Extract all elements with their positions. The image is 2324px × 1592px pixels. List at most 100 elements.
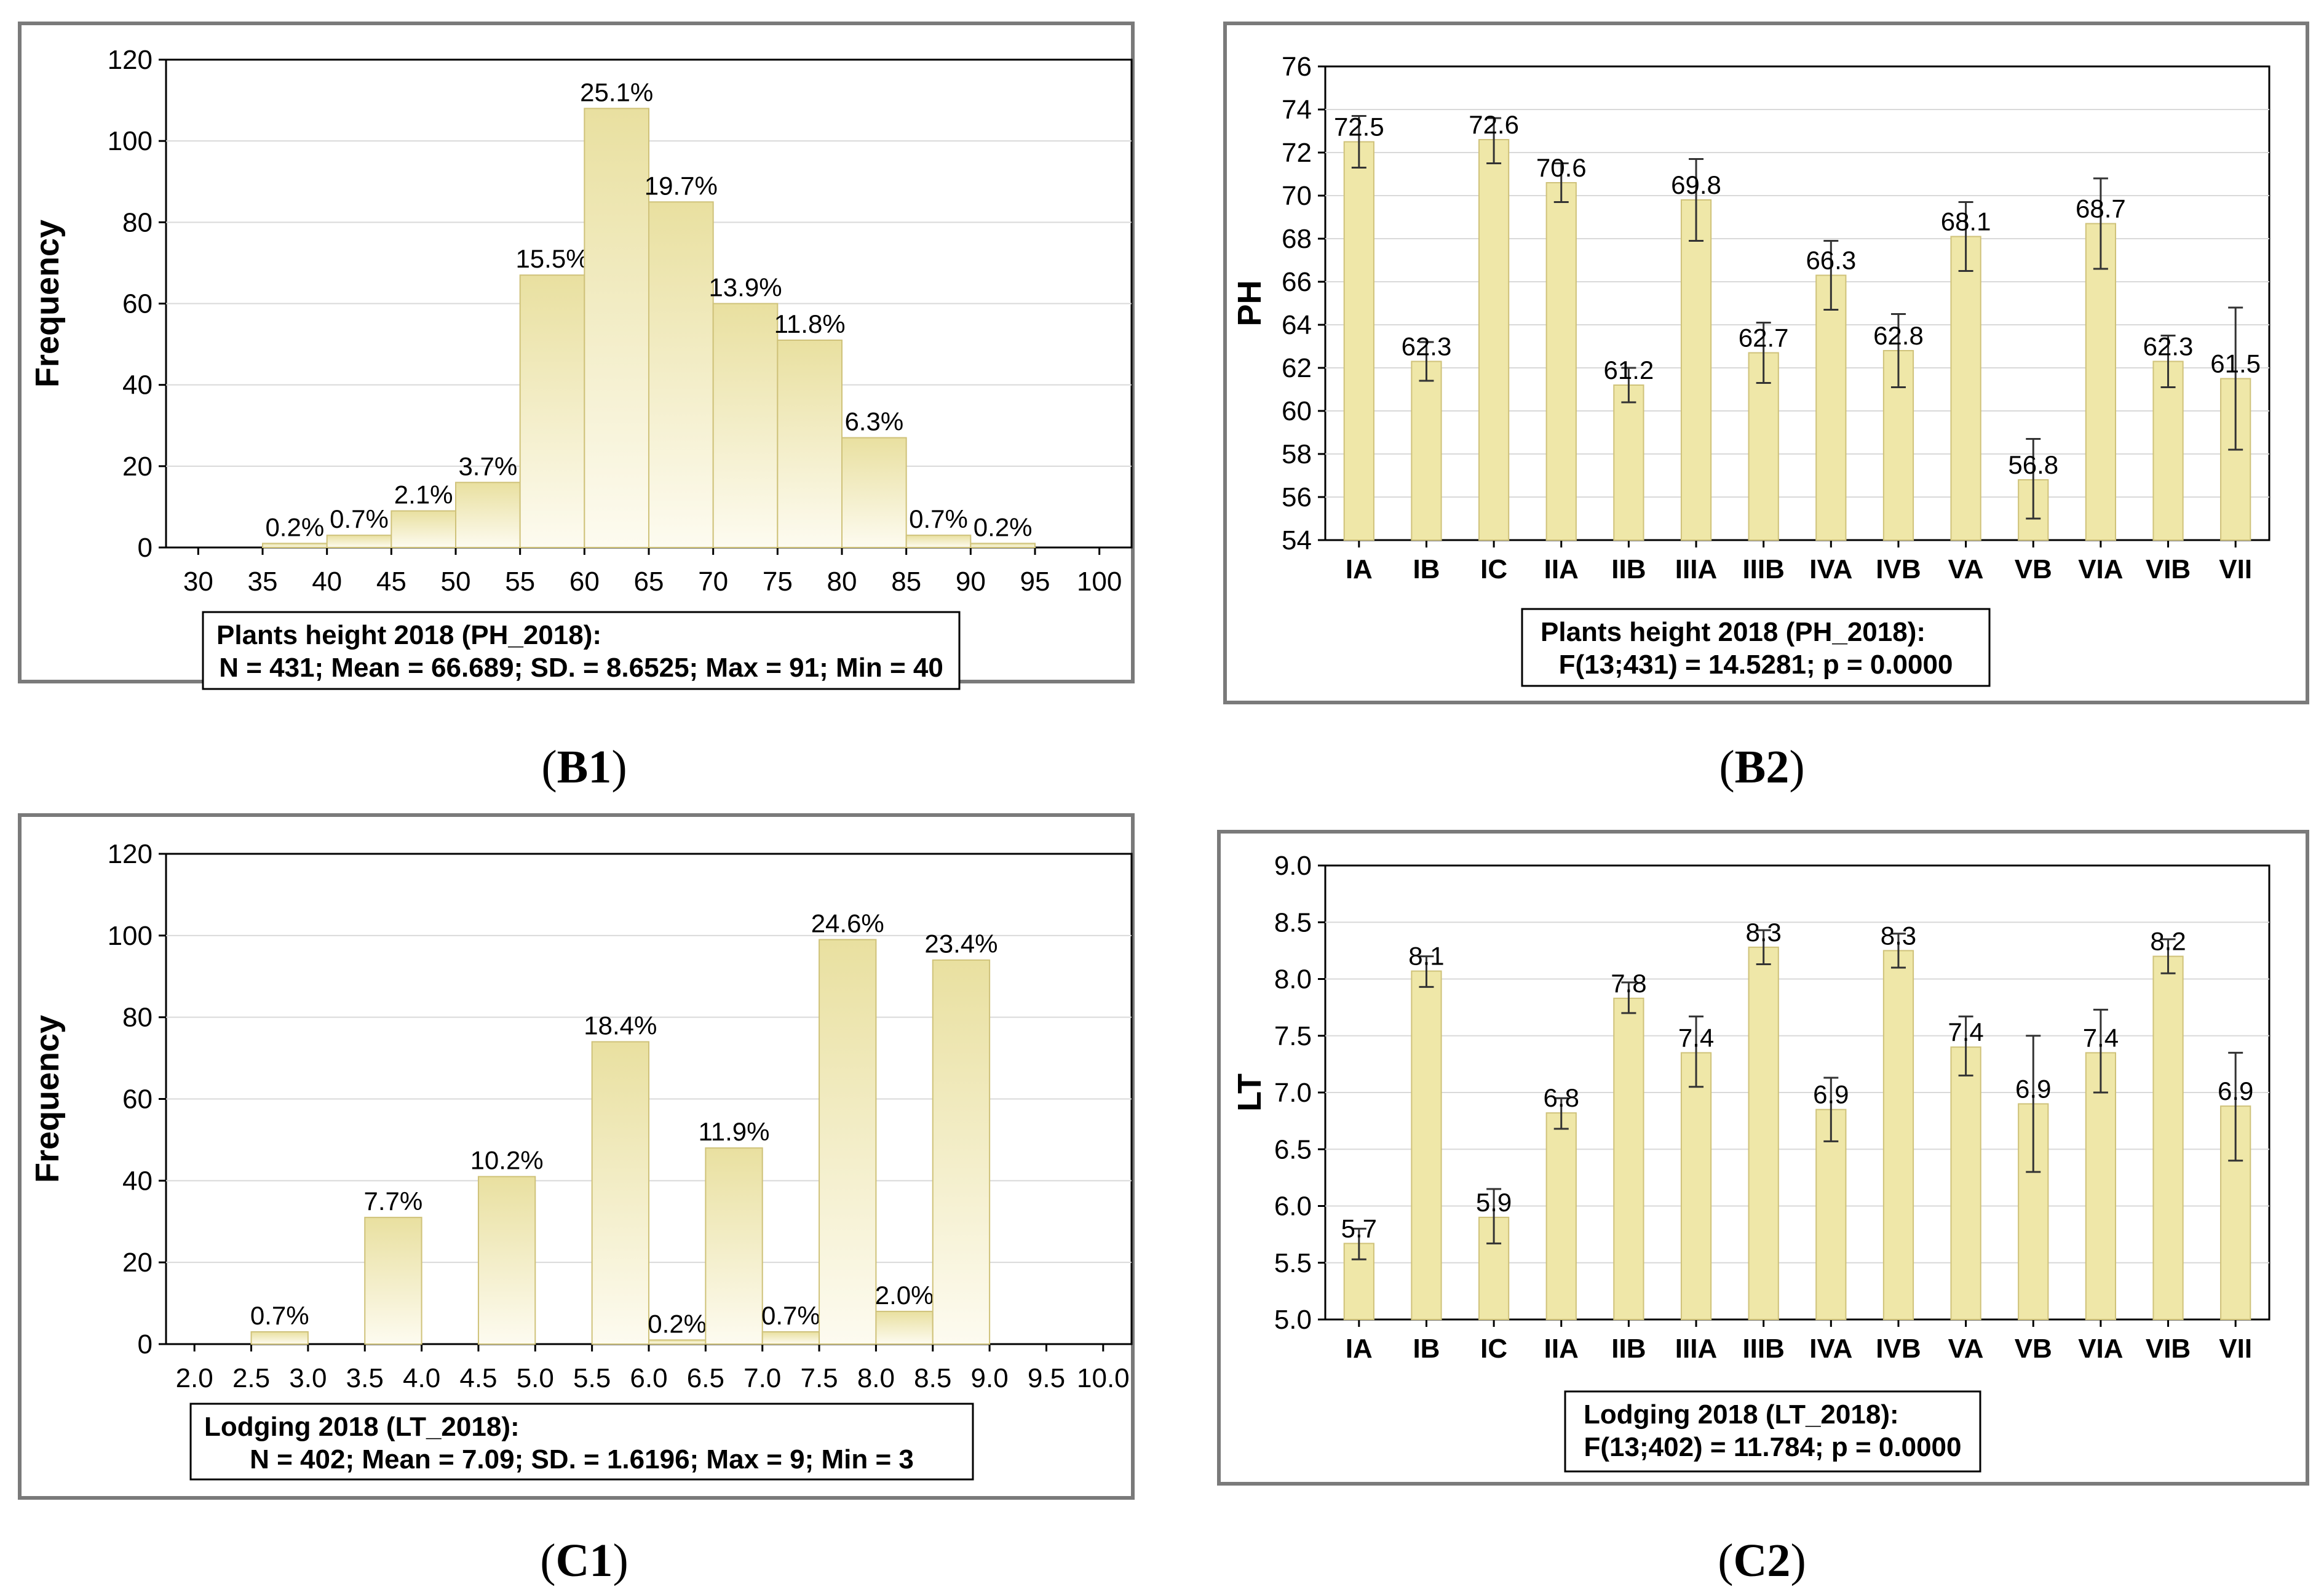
mean-bar: [1950, 236, 1981, 541]
y-tick-label: 5.0: [1274, 1305, 1312, 1335]
legend-stats: N = 431; Mean = 66.689; SD. = 8.6525; Ma…: [219, 653, 943, 683]
chart-panel-b1: 0 20 40 60 80 100 120 Frequency 30 35 40 45 50 55 60 65…: [18, 22, 1135, 690]
x-tick-label: 40: [312, 567, 342, 597]
chart-panel-c1: 0 20 40 60 80 100 120 Frequency 2.0 2.5 3.0 3.5 4.0 4…: [18, 813, 1135, 1500]
bar-value-label: 6.9: [2218, 1077, 2253, 1105]
mean-bar: [1748, 946, 1779, 1320]
bar-percent-label: 7.7%: [364, 1187, 423, 1216]
y-tick-label: 80: [122, 207, 153, 237]
bar-value-label: 66.3: [1806, 246, 1856, 275]
y-tick-label: 60: [1282, 396, 1312, 426]
bar-percent-label: 11.8%: [774, 309, 846, 338]
x-tick-label: 55: [505, 567, 535, 597]
x-tick-label: 30: [183, 567, 213, 597]
panel-label-b2: (B2): [1719, 741, 1804, 793]
mean-bar: [1680, 199, 1712, 541]
x-tick-label: 6.5: [687, 1363, 724, 1393]
y-tick-label: 74: [1282, 95, 1312, 125]
x-tick-label: 9.0: [971, 1363, 1009, 1393]
y-tick-label: 120: [108, 839, 153, 869]
y-tick-label: 7.5: [1274, 1021, 1312, 1051]
panel-label-c2: (C2): [1718, 1535, 1806, 1586]
y-axis-label: Frequency: [29, 1015, 66, 1183]
bar-percent-label: 18.4%: [584, 1011, 657, 1040]
legend-title: Lodging 2018 (LT_2018):: [204, 1412, 520, 1442]
bar-value-label: 8.3: [1745, 918, 1781, 947]
x-tick-label: 90: [956, 567, 986, 597]
histogram-bar: [705, 1147, 763, 1345]
y-tick-label: 56: [1282, 482, 1312, 512]
bar-value-label: 61.5: [2210, 349, 2261, 378]
histogram-bar: [455, 482, 521, 548]
x-tick-label: 3.0: [289, 1363, 327, 1393]
mean-bar: [1613, 997, 1644, 1320]
bar-percent-label: 10.2%: [470, 1146, 544, 1175]
category-label: IVB: [1876, 1334, 1921, 1364]
histogram-bar: [648, 1339, 707, 1345]
category-label: VB: [2015, 1334, 2052, 1364]
x-tick-label: 8.0: [857, 1363, 895, 1393]
mean-bar: [1545, 1112, 1577, 1320]
y-tick-label: 20: [122, 452, 153, 482]
x-tick-label: 80: [827, 567, 857, 597]
y-tick-label: 0: [138, 533, 153, 563]
y-tick-label: 120: [108, 45, 153, 75]
y-axis-label: LT: [1231, 1073, 1268, 1112]
histogram-bar: [777, 339, 843, 548]
legend-title: Plants height 2018 (PH_2018):: [1541, 617, 1925, 647]
y-tick-label: 8.5: [1274, 907, 1312, 937]
category-label: VIB: [2146, 1334, 2191, 1364]
y-tick-label: 64: [1282, 310, 1312, 340]
bar-value-label: 68.1: [1941, 207, 1991, 236]
category-label: IC: [1480, 1334, 1507, 1364]
bar-percent-label: 3.7%: [458, 452, 517, 480]
y-axis-label: PH: [1231, 280, 1268, 326]
x-tick-label: 50: [441, 567, 471, 597]
x-tick-label: 3.5: [346, 1363, 384, 1393]
histogram-bar: [519, 274, 585, 548]
x-tick-label: 45: [376, 567, 407, 597]
y-tick-label: 7.0: [1274, 1078, 1312, 1108]
category-label: IA: [1346, 554, 1373, 584]
category-label: VIA: [2078, 554, 2123, 584]
bar-value-label: 56.8: [2008, 450, 2058, 479]
bar-value-label: 8.1: [1408, 942, 1444, 971]
legend-box: [202, 611, 961, 690]
category-label: IIA: [1544, 554, 1579, 584]
bar-value-label: 70.6: [1536, 153, 1587, 182]
x-tick-label: 9.5: [1028, 1363, 1065, 1393]
x-tick-label: 60: [569, 567, 600, 597]
x-tick-label: 35: [248, 567, 278, 597]
category-label: IVA: [1809, 1334, 1852, 1364]
legend-box: [189, 1403, 974, 1481]
category-label: VIB: [2146, 554, 2191, 584]
y-tick-label: 0: [138, 1329, 153, 1359]
histogram-bar: [712, 303, 779, 548]
category-label: IB: [1413, 1334, 1440, 1364]
category-label: IB: [1413, 554, 1440, 584]
bar-percent-label: 13.9%: [708, 273, 782, 302]
bar-value-label: 7.4: [1948, 1017, 1983, 1046]
category-label: IVA: [1809, 554, 1852, 584]
category-label: IIIB: [1742, 554, 1784, 584]
bar-value-label: 72.6: [1469, 110, 1519, 139]
mean-bar: [2152, 360, 2184, 541]
bar-value-label: 62.3: [1402, 332, 1452, 361]
panel-label-c1: (C1): [540, 1535, 629, 1586]
mean-bar: [1882, 950, 1914, 1320]
x-tick-label: 85: [891, 567, 921, 597]
x-tick-label: 5.5: [573, 1363, 611, 1393]
mean-bar: [1815, 274, 1847, 541]
bar-value-label: 7.4: [2083, 1023, 2119, 1052]
histogram-bar: [364, 1217, 422, 1345]
bar-value-label: 62.7: [1739, 324, 1789, 352]
mean-bar: [1478, 139, 1510, 541]
category-label: VII: [2219, 1334, 2252, 1364]
bar-value-label: 8.2: [2150, 927, 2186, 956]
panel-label-b1: (B1): [541, 741, 627, 793]
mean-bar: [1343, 141, 1374, 541]
y-tick-label: 40: [122, 370, 153, 400]
y-tick-label: 40: [122, 1166, 153, 1196]
chart-panel-b2: 54 56 58 60 62 64 66 68 70 72 74 76 PH IA 72.5 IB 62.3 IC…: [1223, 22, 2309, 704]
category-label: VII: [2219, 554, 2252, 584]
